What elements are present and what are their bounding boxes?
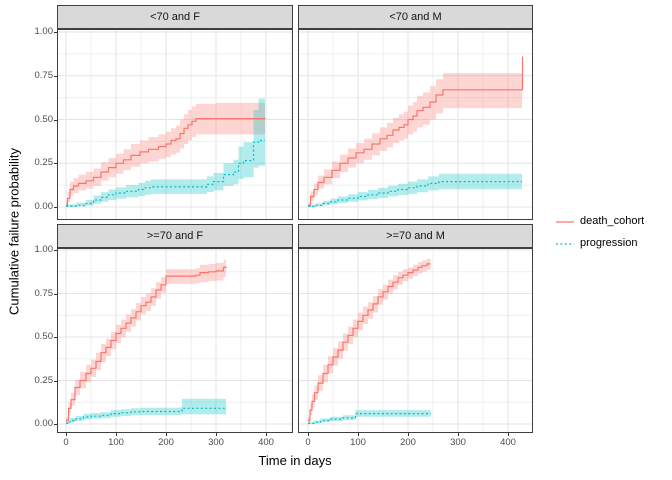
x-axis-tick: [458, 433, 459, 436]
y-axis-tick: [54, 207, 57, 208]
facet-strip-label: >=70 and F: [146, 230, 204, 242]
y-axis-tick: [54, 119, 57, 121]
x-axis-tick: [358, 433, 359, 436]
x-axis-tick: [116, 433, 117, 436]
facet-strip-label: <70 and F: [150, 11, 200, 23]
legend-item-death-cohort: death_cohort: [556, 214, 644, 228]
y-axis-tick-label: 0.75: [34, 69, 54, 81]
x-axis-tick-label: 300: [208, 437, 224, 448]
y-axis-tick-label: 0.75: [34, 287, 54, 299]
x-axis-tick: [308, 433, 309, 436]
facet-strip-ge70-m: >=70 and M: [298, 224, 533, 248]
y-axis-tick: [54, 337, 57, 338]
facet-strip-label: >=70 and M: [386, 230, 445, 242]
x-axis-tick-label: 100: [350, 437, 366, 448]
facet-strip-lt70-m: <70 and M: [298, 5, 533, 29]
y-axis-tick: [54, 32, 57, 33]
x-axis-tick-label: 200: [400, 437, 416, 448]
y-axis-tick-label: 0.00: [34, 418, 54, 429]
y-axis-tick-label: 0.25: [34, 157, 54, 169]
y-axis-title: Cumulative failure probability: [6, 148, 22, 315]
y-axis-tick: [54, 424, 57, 425]
y-axis-tick: [54, 250, 57, 251]
legend-item-progression: progression: [556, 236, 637, 250]
x-axis-tick-label: 100: [108, 437, 124, 448]
x-axis-title: Time in days: [258, 453, 332, 468]
y-axis-tick: [54, 380, 57, 382]
legend-key-progression-line: [556, 237, 574, 249]
y-axis-tick-label: 1.00: [34, 26, 54, 37]
y-axis-tick-label: 0.25: [34, 374, 54, 386]
x-axis-tick-label: 400: [500, 437, 516, 448]
x-axis-tick: [66, 433, 67, 436]
y-axis-tick: [54, 163, 57, 165]
facet-panel-0: [57, 29, 293, 220]
y-axis-tick-label: 0.50: [34, 113, 54, 125]
x-axis-tick: [266, 433, 267, 436]
facet-strip-ge70-f: >=70 and F: [57, 224, 293, 248]
x-axis-tick-label: 200: [158, 437, 174, 448]
facet-panel-1: [298, 29, 533, 220]
x-axis-tick-label: 0: [63, 437, 69, 448]
x-axis-tick-label: 0: [305, 437, 311, 448]
facet-panel-2: [57, 248, 293, 433]
facet-strip-lt70-f: <70 and F: [57, 5, 293, 29]
y-axis-tick-label: 0.00: [34, 201, 54, 212]
y-axis-tick-label: 0.50: [34, 331, 54, 342]
legend-key-death-cohort-line: [556, 215, 574, 227]
y-axis-tick-label: 1.00: [34, 244, 54, 255]
x-axis-tick: [216, 433, 217, 436]
x-axis-tick: [508, 433, 509, 436]
y-axis-tick: [54, 293, 57, 295]
x-axis-tick-label: 400: [258, 437, 274, 448]
x-axis-tick-label: 300: [450, 437, 466, 448]
legend-label: progression: [580, 237, 638, 249]
y-axis-tick: [54, 75, 57, 77]
facet-panel-3: [298, 248, 533, 433]
x-axis-tick: [166, 433, 167, 436]
x-axis-tick: [408, 433, 409, 436]
legend-label: death_cohort: [580, 215, 645, 227]
facet-strip-label: <70 and M: [389, 11, 442, 23]
